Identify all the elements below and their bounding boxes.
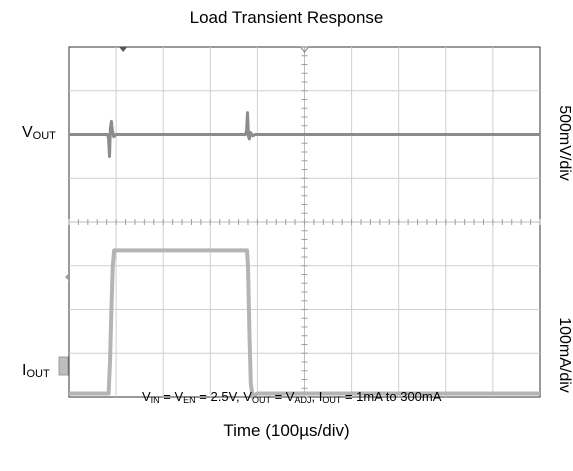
- time-reference-marker: [299, 46, 310, 53]
- channel-marker: [65, 273, 69, 281]
- trigger-marker: [119, 47, 128, 52]
- chart-title: Load Transient Response: [189, 8, 384, 27]
- iout-scale-label: 100mA/div: [556, 317, 573, 393]
- vout-trace-label: VOUT: [22, 124, 56, 142]
- vout-scale-label: 500mV/div: [556, 105, 573, 181]
- x-axis-label: Time (100µs/div): [223, 421, 350, 440]
- traces: [69, 111, 540, 399]
- vout-trace: [69, 111, 540, 158]
- iout-trace: [69, 248, 540, 399]
- grid: [58, 46, 541, 398]
- iout-trace-label: IOUT: [22, 362, 50, 380]
- test-conditions: VIN = VEN = 2.5V, VOUT = VADJ, IOUT = 1m…: [142, 389, 442, 405]
- iout-ground-marker: [58, 356, 69, 376]
